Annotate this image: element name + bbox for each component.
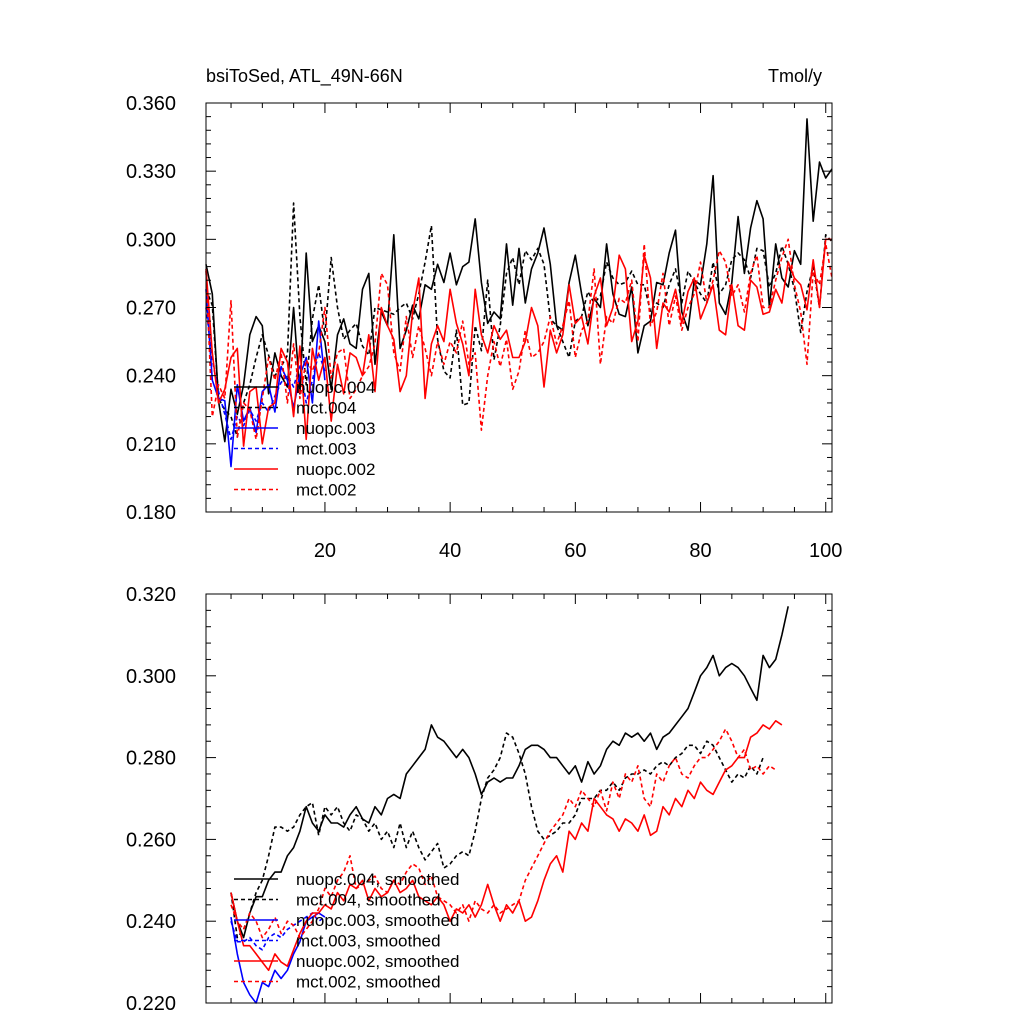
bottom-legend-label-mct-003-smoothed: mct.003, smoothed: [296, 932, 441, 951]
bottom-y-tick-label: 0.260: [126, 829, 176, 851]
top-panel-units: Tmol/y: [768, 66, 822, 86]
top-panel-title: bsiToSed, ATL_49N-66N: [206, 66, 403, 87]
top-legend-label-mct-003: mct.003: [296, 440, 356, 459]
top-series-nuopc-003: [205, 289, 326, 468]
top-series-mct-002: [205, 238, 833, 441]
bottom-legend-label-nuopc-002-smoothed: nuopc.002, smoothed: [296, 952, 460, 971]
bottom-legend-label-nuopc-004-smoothed: nuopc.004, smoothed: [296, 870, 460, 889]
top-legend-label-mct-004: mct.004: [296, 399, 356, 418]
top-x-tick-label: 80: [689, 540, 711, 562]
top-legend-label-nuopc-002: nuopc.002: [296, 460, 375, 479]
bottom-series-nuopc-004-smoothed: [230, 606, 789, 939]
top-legend-label-nuopc-003: nuopc.003: [296, 419, 375, 438]
bottom-y-tick-label: 0.220: [126, 993, 176, 1015]
top-series-mct-003: [205, 307, 326, 441]
bottom-plot-frame: [205, 593, 833, 1004]
top-y-tick-label: 0.300: [126, 229, 176, 251]
top-y-tick-label: 0.240: [126, 366, 176, 388]
bottom-y-tick-label: 0.280: [126, 748, 176, 770]
top-series-nuopc-002: [205, 238, 832, 447]
bottom-legend-label-mct-004-smoothed: mct.004, smoothed: [296, 891, 441, 910]
top-x-tick-label: 100: [809, 540, 842, 562]
bottom-series-mct-003-smoothed: [230, 912, 326, 951]
bottom-series-nuopc-002-smoothed: [230, 719, 783, 972]
top-legend-label-nuopc-004: nuopc.004: [296, 378, 375, 397]
top-x-tick-label: 40: [439, 540, 461, 562]
top-legend-label-mct-002: mct.002: [296, 481, 356, 500]
top-y-tick-label: 0.180: [126, 502, 176, 524]
bottom-y-tick-label: 0.240: [126, 911, 176, 933]
top-y-tick-label: 0.330: [126, 161, 176, 183]
top-x-tick-label: 60: [564, 540, 586, 562]
top-y-tick-label: 0.360: [126, 93, 176, 115]
top-series-nuopc-004: [205, 118, 833, 443]
top-panel: bsiToSed, ATL_49N-66N Tmol/y 0.180 0.210 0…: [126, 66, 842, 562]
top-x-tick-label: 20: [314, 540, 336, 562]
bottom-legend-label-nuopc-003-smoothed: nuopc.003, smoothed: [296, 911, 460, 930]
bottom-series-mct-004-smoothed: [230, 732, 764, 939]
bottom-series-nuopc-003-smoothed: [230, 912, 326, 1004]
top-y-tick-label: 0.270: [126, 298, 176, 320]
bottom-panel: 0.220 0.240 0.260 0.280 0.300 0.320 nuopc.004,…: [126, 584, 833, 1015]
bottom-legend-label-mct-002-smoothed: mct.002, smoothed: [296, 973, 441, 992]
top-y-tick-label: 0.210: [126, 434, 176, 456]
bottom-y-tick-label: 0.320: [126, 584, 176, 606]
bottom-y-tick-label: 0.300: [126, 666, 176, 688]
top-series-mct-004: [205, 202, 833, 438]
